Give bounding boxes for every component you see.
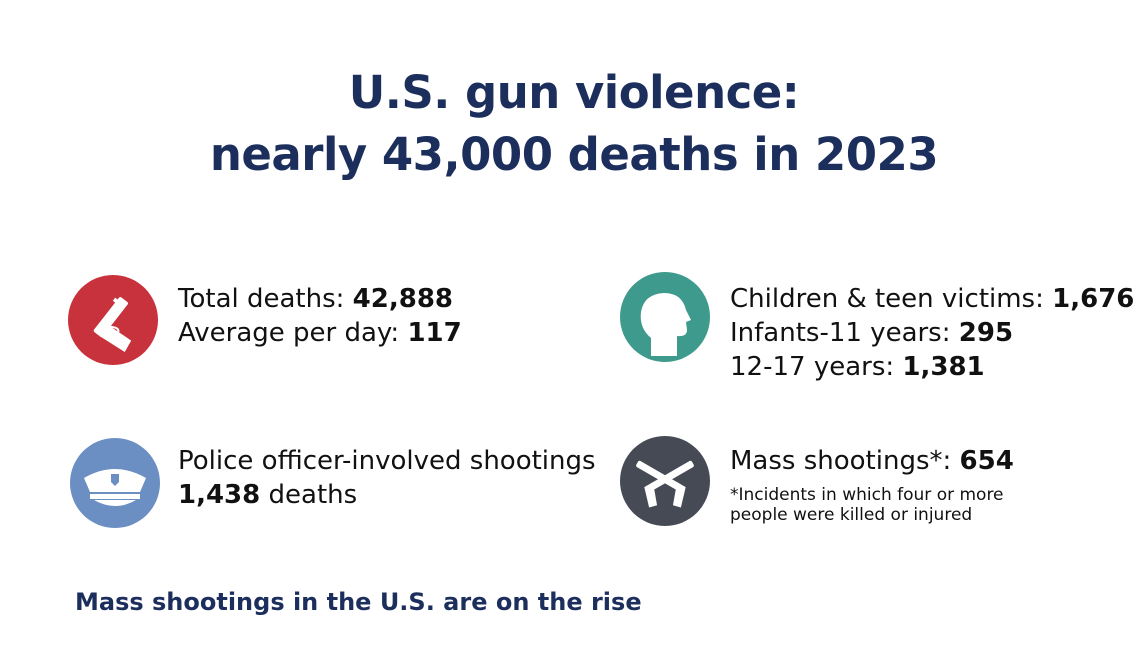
police-label: Police officer-involved shootings (178, 446, 596, 476)
title-line-2: nearly 43,000 deaths in 2023 (209, 128, 939, 181)
handgun-icon (68, 275, 158, 365)
mass-shootings-stat: Mass shootings*: 654 (730, 444, 1014, 478)
children-stat: Children & teen victims: 1,676 Infants-1… (730, 282, 1134, 384)
children-label: Children & teen victims: (730, 284, 1053, 314)
total-deaths-value: 42,888 (352, 284, 454, 314)
police-value: 1,438 (178, 480, 261, 510)
crossed-pistols-icon (620, 436, 710, 526)
section-subheading: Mass shootings in the U.S. are on the ri… (75, 588, 642, 616)
title-line-1: U.S. gun violence: (348, 66, 800, 119)
footnote-line-1: *Incidents in which four or more (730, 485, 1004, 505)
mass-shootings-value: 654 (959, 446, 1014, 476)
police-stat: Police officer-involved shootings 1,438 … (178, 444, 596, 512)
footnote-line-2: people were killed or injured (730, 505, 973, 525)
infants-label: Infants-11 years: (730, 318, 959, 348)
average-per-day-label: Average per day: (178, 318, 408, 348)
total-deaths-stat: Total deaths: 42,888 Average per day: 11… (178, 282, 462, 350)
child-head-icon (620, 272, 710, 362)
page-title: U.S. gun violence: nearly 43,000 deaths … (0, 62, 1148, 186)
total-deaths-label: Total deaths: (178, 284, 353, 314)
mass-shootings-label: Mass shootings*: (730, 446, 960, 476)
teens-value: 1,381 (902, 352, 985, 382)
average-per-day-value: 117 (407, 318, 462, 348)
teens-label: 12-17 years: (730, 352, 903, 382)
police-unit: deaths (260, 480, 358, 510)
police-cap-icon (70, 438, 160, 528)
mass-shootings-footnote: *Incidents in which four or more people … (730, 485, 1004, 525)
children-value: 1,676 (1052, 284, 1135, 314)
infants-value: 295 (958, 318, 1014, 348)
